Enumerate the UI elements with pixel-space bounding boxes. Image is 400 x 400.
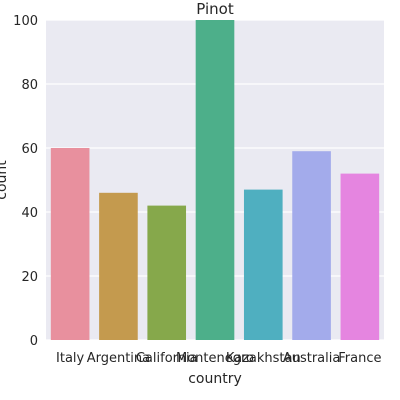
x-tick-label: Montenegro [176, 351, 254, 366]
y-tick-label: 80 [21, 78, 38, 93]
x-axis-label: country [188, 371, 242, 387]
y-tick-label: 60 [21, 142, 38, 157]
bar [292, 151, 331, 340]
y-tick-label: 0 [30, 334, 38, 349]
x-tick-label: France [338, 351, 381, 366]
bar [340, 173, 380, 340]
bars [50, 20, 380, 340]
y-tick-label: 40 [21, 206, 38, 221]
bar [147, 205, 187, 340]
x-tick-labels: Italy ArgentinaCaliforniaMontenegroKazakh… [56, 351, 381, 366]
bar [50, 148, 90, 340]
bar [243, 189, 283, 340]
x-tick-label: Australia [283, 351, 341, 366]
y-tick-label: 20 [21, 270, 38, 285]
y-tick-labels: 0 20 40 60 80 100 [13, 14, 38, 349]
bar [99, 192, 138, 340]
chart-title: Pinot [196, 0, 234, 18]
x-tick-label: Kazakhstan [226, 351, 301, 366]
x-tick-label: Argentina [87, 351, 150, 366]
y-tick-label: 100 [13, 14, 38, 29]
bar [195, 20, 235, 340]
y-axis-label: count [0, 160, 10, 200]
x-tick-label: California [136, 351, 198, 366]
x-tick-label: Italy [56, 351, 85, 366]
